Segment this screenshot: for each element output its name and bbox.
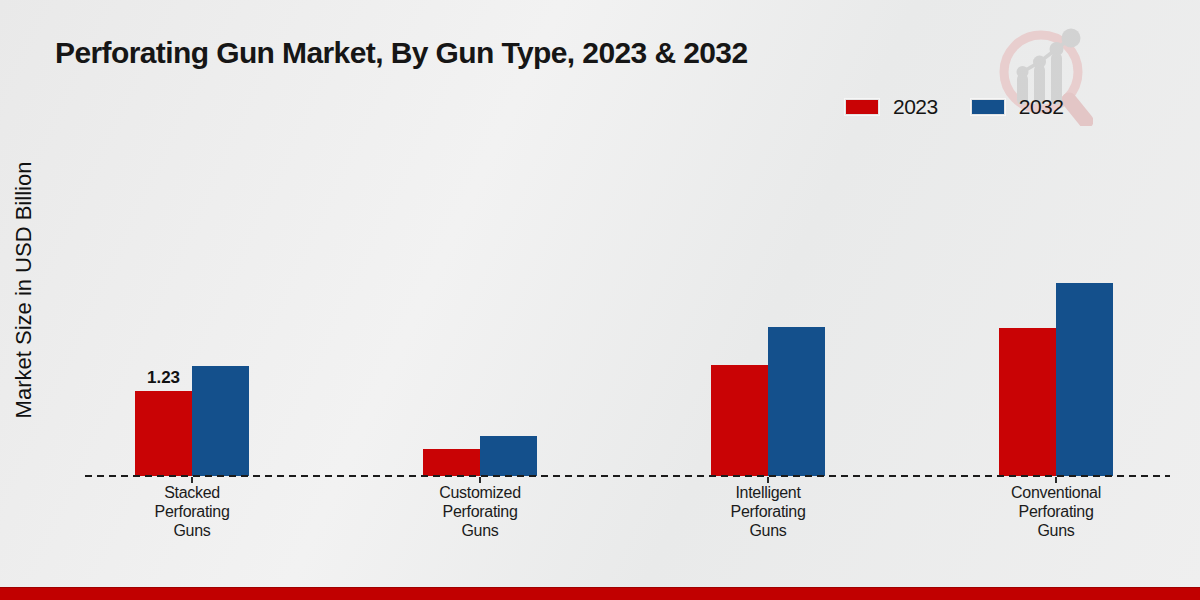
legend-swatch-2023 [845,99,879,115]
legend: 2023 2032 [845,95,1063,119]
bar-2032-intelligent-perforating-guns [768,327,825,476]
footer-band [0,587,1200,600]
bar-2023-customized-perforating-guns [423,449,480,476]
bar-2032-customized-perforating-guns [480,436,537,476]
category-label-customized-perforating-guns: CustomizedPerforatingGuns [395,483,565,540]
category-label-conventional-perforating-guns: ConventionalPerforatingGuns [971,483,1141,540]
legend-item-2032: 2032 [971,95,1064,119]
x-axis-tick [191,477,193,483]
data-label-2023-stacked-perforating-guns: 1.23 [135,368,192,391]
bar-2032-stacked-perforating-guns [192,366,249,476]
bar-group-customized-perforating-guns [423,436,537,476]
bar-2023-stacked-perforating-guns: 1.23 [135,391,192,476]
x-axis-tick [767,477,769,483]
legend-label-2023: 2023 [893,95,938,119]
category-label-intelligent-perforating-guns: IntelligentPerforatingGuns [683,483,853,540]
bar-group-stacked-perforating-guns: 1.23 [135,366,249,476]
legend-label-2032: 2032 [1019,95,1064,119]
legend-item-2023: 2023 [845,95,938,119]
chart-canvas: Perforating Gun Market, By Gun Type, 202… [0,0,1200,600]
x-axis-line [85,475,1170,477]
bar-group-intelligent-perforating-guns [711,327,825,476]
bar-2023-conventional-perforating-guns [999,328,1056,476]
bar-group-conventional-perforating-guns [999,283,1113,476]
legend-swatch-2032 [971,99,1005,115]
bar-2032-conventional-perforating-guns [1056,283,1113,476]
plot-area: 1.23 StackedPerforatingGuns CustomizedPerf… [0,0,1200,600]
bar-2023-intelligent-perforating-guns [711,365,768,476]
x-axis-tick [479,477,481,483]
x-axis-tick [1055,477,1057,483]
category-label-stacked-perforating-guns: StackedPerforatingGuns [107,483,277,540]
